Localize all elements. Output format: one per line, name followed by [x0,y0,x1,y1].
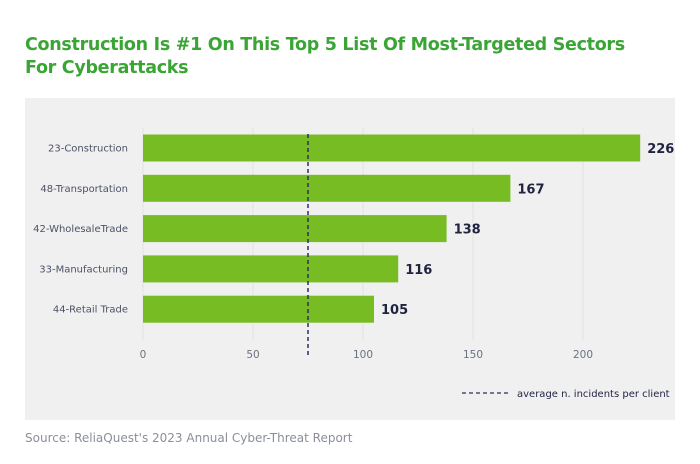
x-tick-label: 100 [353,349,373,361]
data-label: 105 [381,303,408,318]
y-tick-label: 23-Construction [48,144,128,155]
bar [143,295,374,323]
data-label: 226 [647,142,674,157]
x-tick-label: 0 [140,349,147,361]
bar [143,215,447,243]
x-tick-label: 50 [246,349,259,361]
y-tick-label: 33-Manufacturing [39,264,128,275]
chart-title: Construction Is #1 On This Top 5 List Of… [25,34,625,80]
legend-label: average n. incidents per client [517,389,670,400]
y-tick-label: 48-Transportation [40,184,128,195]
bar [143,255,399,283]
data-label: 138 [454,223,481,238]
title-line-2: For Cyberattacks [25,58,189,78]
source-note: Source: ReliaQuest's 2023 Annual Cyber-T… [25,431,353,445]
y-tick-label: 42-WholesaleTrade [33,224,128,235]
data-label: 167 [517,182,544,197]
bar [143,174,511,202]
title-line-1: Construction Is #1 On This Top 5 List Of… [25,35,625,55]
x-tick-label: 200 [573,349,593,361]
bar [143,134,641,162]
y-tick-label: 44-Retail Trade [53,305,128,316]
data-label: 116 [405,263,432,278]
x-tick-label: 150 [463,349,483,361]
